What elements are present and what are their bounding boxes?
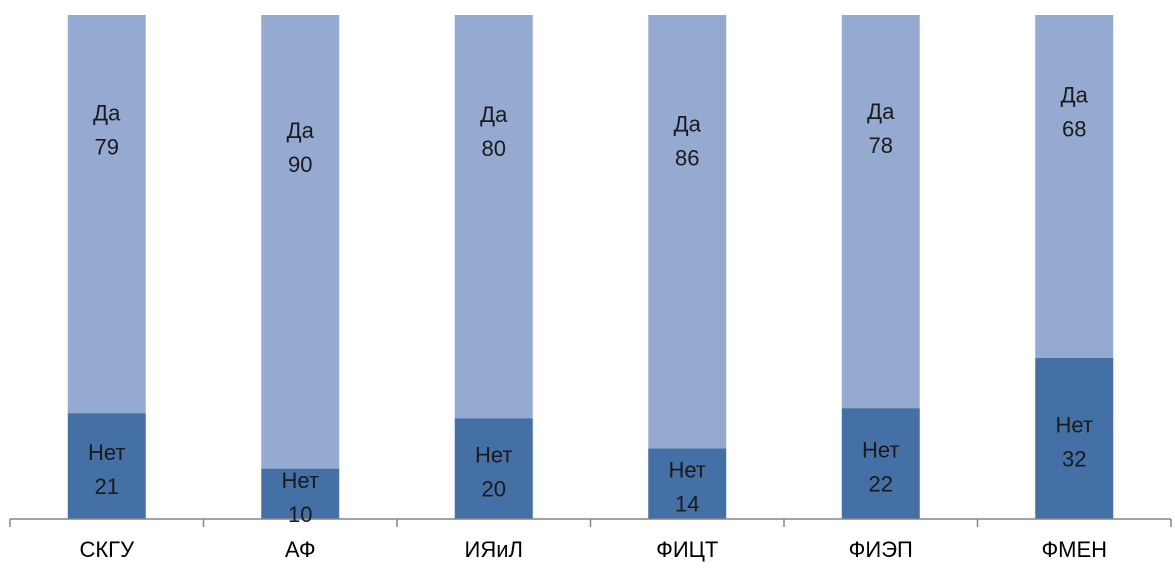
bar-da-2	[454, 15, 533, 419]
bar-net-4	[841, 408, 920, 519]
bars-group	[67, 15, 1114, 519]
data-label-value-0-1: 10	[288, 502, 312, 527]
data-label-value-0-2: 20	[482, 477, 506, 502]
bar-da-1	[261, 15, 340, 469]
bar-net-3	[648, 448, 727, 519]
data-label-value-1-2: 80	[482, 136, 506, 161]
data-label-value-0-3: 14	[675, 492, 699, 517]
data-label-value-1-5: 68	[1062, 117, 1086, 142]
data-label-series-0-4: Нет	[862, 438, 899, 463]
x-tick-label-5: ФМЕН	[1041, 537, 1107, 562]
x-tick-label-4: ФИЭП	[849, 537, 913, 562]
data-labels: Нет 21 Да 79 Нет 10 Да 90 Нет 20 Да 80 Нет 14 Да 86 Нет 2…	[88, 83, 1093, 527]
data-label-series-1-2: Да	[480, 102, 508, 127]
data-label-value-1-4: 78	[869, 133, 893, 158]
data-label-value-1-1: 90	[288, 152, 312, 177]
data-label-series-0-5: Нет	[1056, 412, 1093, 437]
bar-da-3	[648, 15, 727, 449]
bar-da-5	[1035, 15, 1114, 358]
data-label-series-1-4: Да	[867, 99, 895, 124]
data-label-series-0-0: Нет	[88, 440, 125, 465]
x-tick-label-2: ИЯиЛ	[465, 537, 523, 562]
x-tick-label-1: АФ	[285, 537, 316, 562]
x-axis: СКГУ АФ ИЯиЛ ФИЦТ ФИЭП ФМЕН	[9, 518, 1172, 562]
data-label-series-1-3: Да	[674, 112, 702, 137]
data-label-series-1-0: Да	[93, 100, 121, 125]
bar-da-0	[67, 15, 146, 414]
bar-net-5	[1035, 357, 1114, 519]
data-label-value-1-3: 86	[675, 146, 699, 171]
data-label-value-0-4: 22	[869, 472, 893, 497]
data-label-series-0-3: Нет	[669, 458, 706, 483]
bar-net-1	[261, 468, 340, 519]
x-tick-label-3: ФИЦТ	[656, 537, 718, 562]
data-label-value-0-5: 32	[1062, 446, 1086, 471]
x-tick-label-0: СКГУ	[79, 537, 135, 562]
bar-net-0	[67, 413, 146, 519]
data-label-series-0-2: Нет	[475, 443, 512, 468]
data-label-series-1-1: Да	[287, 118, 315, 143]
data-label-series-0-1: Нет	[282, 468, 319, 493]
data-label-value-1-0: 79	[95, 134, 119, 159]
bar-da-4	[841, 15, 920, 409]
bar-net-2	[454, 418, 533, 519]
data-label-series-1-5: Да	[1061, 83, 1089, 108]
data-label-value-0-0: 21	[95, 474, 119, 499]
